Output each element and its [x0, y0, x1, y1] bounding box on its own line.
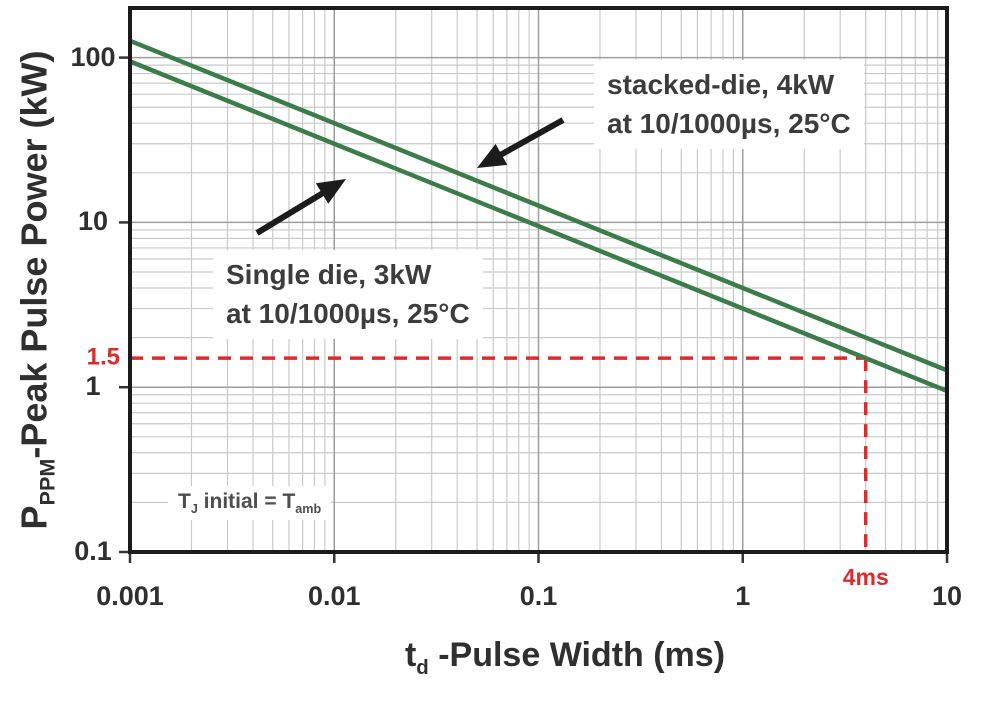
marker-power-label: 1.5: [86, 343, 120, 371]
y-tick-100: 100: [70, 41, 116, 72]
annotation-arrow-head-1: [315, 179, 346, 204]
series-line-0: [129, 38, 948, 373]
note-t1: T: [178, 490, 191, 513]
annotation-stacked-die-line1: stacked-die, 4kW: [607, 69, 835, 100]
annotation-arrow-shaft-0: [494, 117, 565, 160]
series-line-1: [129, 59, 948, 394]
y-axis-title-symbol: P: [13, 505, 55, 530]
x-tick-0.001: 0.001: [96, 581, 164, 611]
x-tick-0.01: 0.01: [307, 581, 361, 611]
annotation-single-die-line2: at 10/1000µs, 25°C: [226, 297, 470, 329]
y-tick-1: 1: [85, 371, 101, 402]
x-tick-10: 10: [931, 581, 963, 611]
note-t2-subscript: amb: [295, 502, 322, 517]
y-tick-0.1: 0.1: [74, 535, 112, 566]
x-tick-0.1: 0.1: [519, 581, 558, 611]
marker-time-label: 4ms: [842, 564, 889, 590]
y-axis-title: PPPM-Peak Pulse Power (kW): [13, 51, 60, 530]
annotation-single-die-line1: Single die, 3kW: [226, 259, 432, 290]
annotation-arrow-shaft-1: [255, 187, 329, 236]
x-axis-title-symbol: t: [404, 636, 417, 674]
x-axis-title: td -Pulse Width (ms): [405, 636, 725, 680]
note-t1-subscript: J: [190, 502, 198, 517]
annotation-stacked-die-line2: at 10/1000µs, 25°C: [607, 107, 851, 139]
annotation-arrow-head-0: [477, 143, 508, 168]
x-axis-title-text: -Pulse Width (ms): [428, 636, 726, 674]
y-tick-10: 10: [77, 206, 109, 237]
note-t2: T: [282, 490, 296, 513]
x-axis-title-subscript: d: [416, 656, 429, 679]
x-tick-1: 1: [735, 581, 751, 611]
annotation-single-die: Single die, 3kW at 10/1000µs, 25°C: [213, 250, 483, 340]
y-axis-title-subscript: PPM: [34, 458, 60, 506]
note-equals: initial =: [197, 490, 283, 513]
junction-temperature-note: TJ initial = Tamb: [168, 486, 332, 521]
plot-frame: [128, 6, 949, 554]
annotation-stacked-die: stacked-die, 4kW at 10/1000µs, 25°C: [594, 60, 864, 150]
y-axis-title-text: -Peak Pulse Power (kW): [13, 50, 55, 459]
